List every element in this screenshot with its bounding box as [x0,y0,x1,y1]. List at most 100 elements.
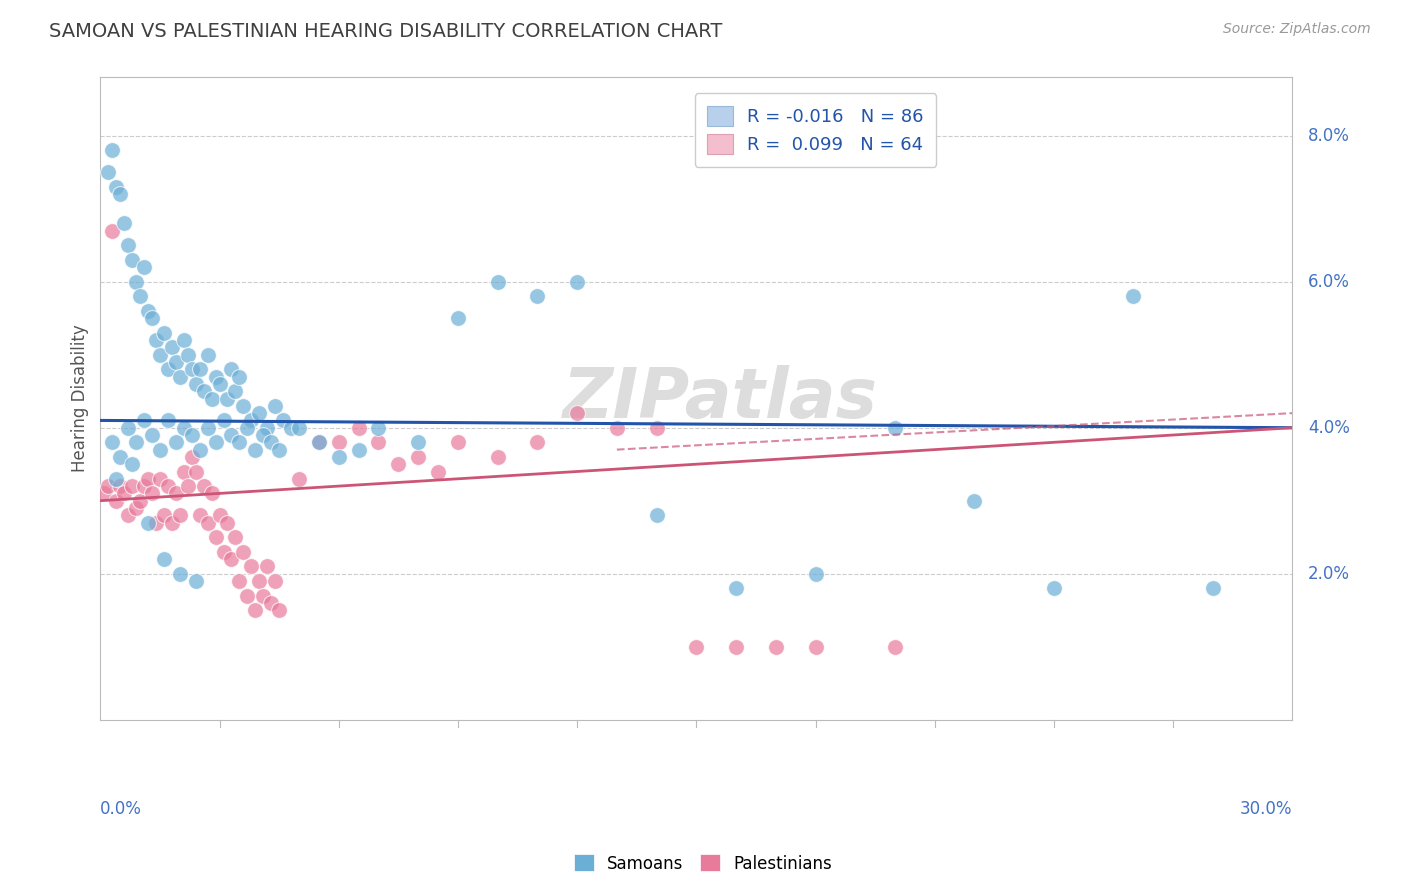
Point [221,428,243,442]
Point [141,311,163,326]
Point [110,187,132,202]
Point [153,508,176,523]
Point [247,406,270,420]
Text: Source: ZipAtlas.com: Source: ZipAtlas.com [1223,22,1371,37]
Point [252,589,274,603]
Point [173,333,195,347]
Point [149,348,172,362]
Point [97,165,120,179]
Point [117,238,139,252]
Point [565,275,588,289]
Point [169,369,191,384]
Point [145,333,167,347]
Point [105,493,128,508]
Point [121,252,143,267]
Point [153,552,176,566]
Point [101,224,124,238]
Legend: R = -0.016   N = 86, R =  0.099   N = 64: R = -0.016 N = 86, R = 0.099 N = 64 [695,93,936,167]
Point [165,435,187,450]
Point [197,348,219,362]
Point [173,421,195,435]
Point [145,516,167,530]
Point [149,442,172,457]
Point [169,566,191,581]
Point [347,421,370,435]
Point [212,413,235,427]
Point [117,421,139,435]
Point [245,442,267,457]
Point [173,465,195,479]
Point [247,574,270,588]
Point [447,311,470,326]
Point [526,289,548,303]
Point [308,435,330,450]
Point [193,479,215,493]
Point [224,530,246,544]
Point [193,384,215,399]
Point [149,472,172,486]
Point [217,392,239,406]
Point [264,574,287,588]
Point [169,508,191,523]
Point [204,530,226,544]
Legend: Samoans, Palestinians: Samoans, Palestinians [567,847,839,880]
Point [121,457,143,471]
Point [240,559,263,574]
Text: 6.0%: 6.0% [1308,273,1350,291]
Point [367,435,389,450]
Text: 2.0%: 2.0% [1308,565,1350,582]
Point [197,516,219,530]
Point [136,304,159,318]
Point [884,421,907,435]
Point [232,399,254,413]
Point [486,275,509,289]
Point [308,435,330,450]
Point [110,450,132,464]
Point [725,640,748,654]
Point [141,428,163,442]
Point [180,450,202,464]
Point [105,180,128,194]
Point [427,465,450,479]
Point [117,508,139,523]
Point [217,516,239,530]
Point [132,260,155,275]
Point [236,589,259,603]
Point [129,493,152,508]
Text: 4.0%: 4.0% [1308,418,1350,437]
Point [260,596,283,610]
Point [160,341,183,355]
Point [165,486,187,500]
Point [221,552,243,566]
Point [197,421,219,435]
Point [328,450,350,464]
Point [260,435,283,450]
Point [200,486,222,500]
Point [236,421,259,435]
Point [256,421,278,435]
Text: 0.0%: 0.0% [100,800,142,818]
Point [804,566,827,581]
Point [188,508,211,523]
Point [141,486,163,500]
Point [93,486,115,500]
Point [765,640,787,654]
Point [685,640,707,654]
Point [1202,581,1225,595]
Point [347,442,370,457]
Point [288,421,311,435]
Point [245,603,267,617]
Point [1043,581,1066,595]
Point [188,442,211,457]
Point [184,574,207,588]
Point [288,472,311,486]
Point [125,435,148,450]
Point [212,545,235,559]
Point [804,640,827,654]
Point [252,428,274,442]
Point [271,413,294,427]
Point [180,362,202,376]
Point [526,435,548,450]
Point [160,516,183,530]
Point [645,508,668,523]
